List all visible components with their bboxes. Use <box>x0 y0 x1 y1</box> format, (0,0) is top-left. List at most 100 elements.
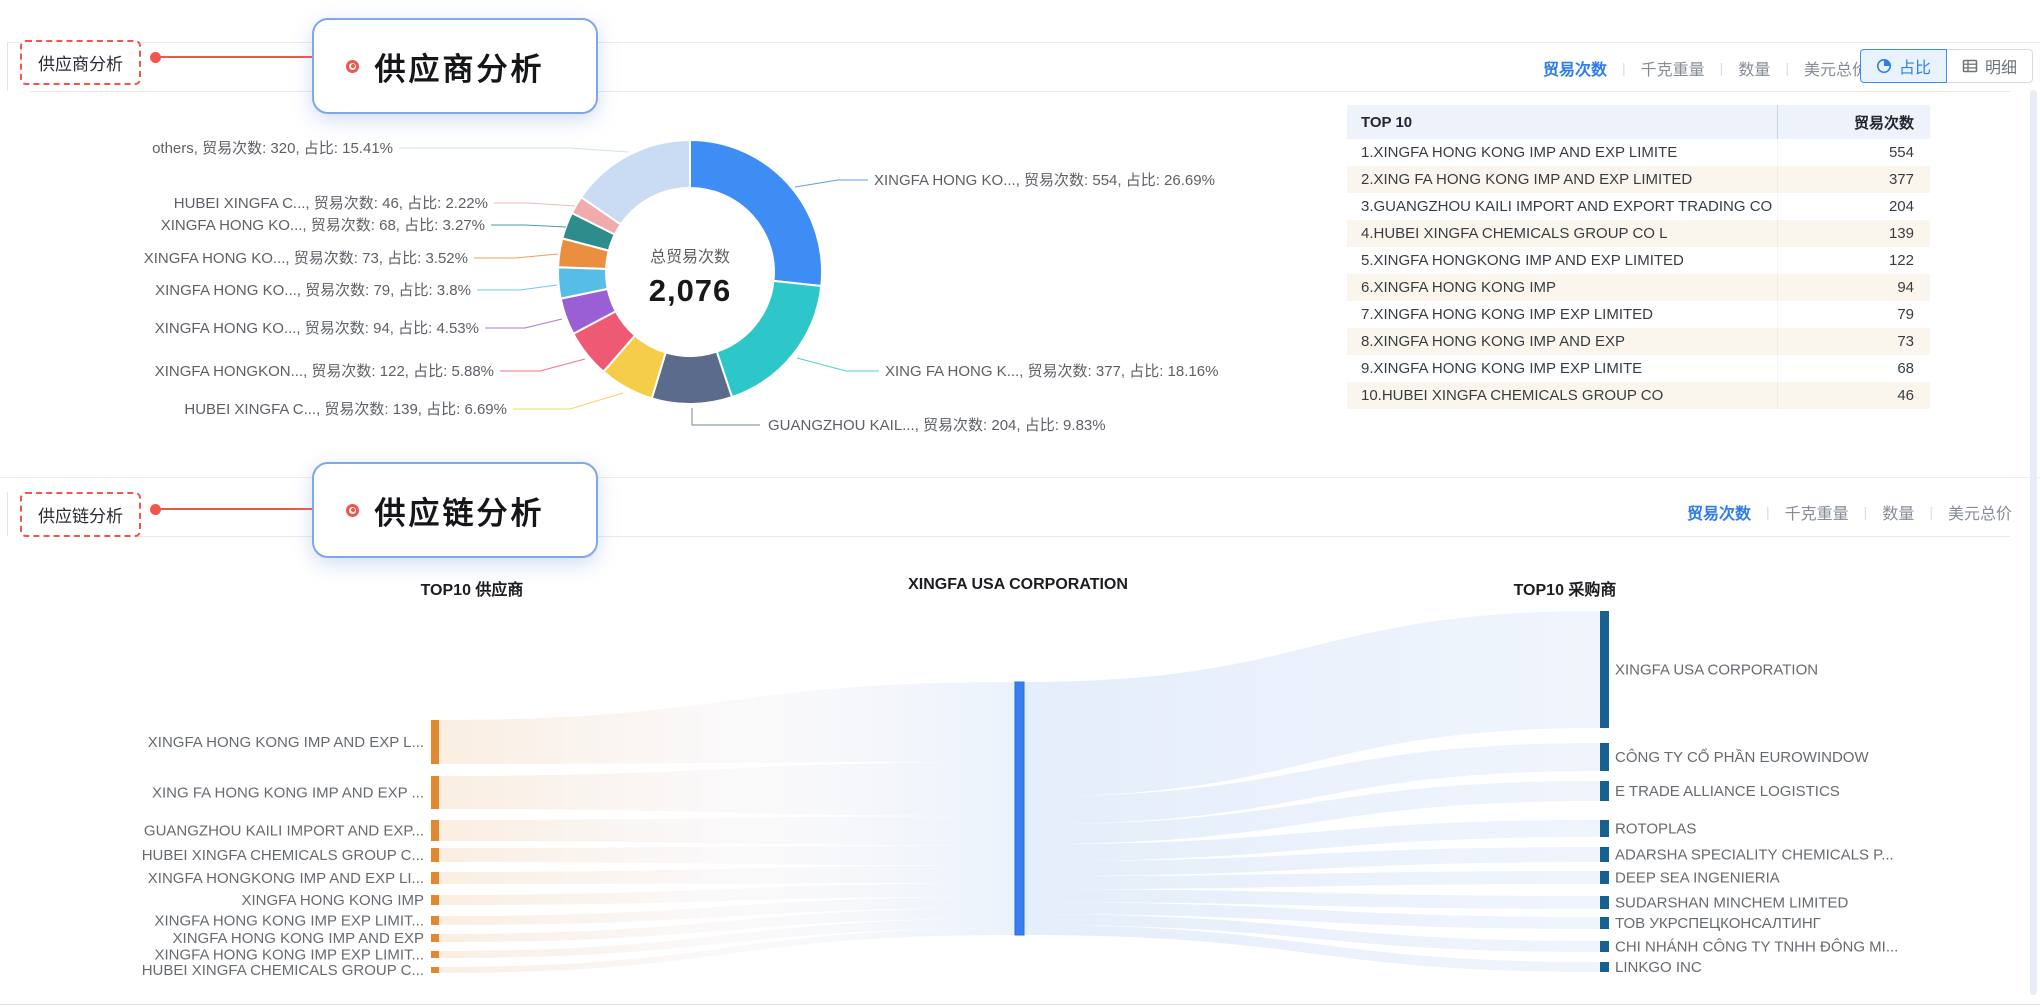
sankey-header-center: XINGFA USA CORPORATION <box>908 576 1128 593</box>
sankey-link[interactable] <box>439 682 1015 764</box>
donut-slice[interactable] <box>561 212 616 252</box>
table-cell-value: 68 <box>1897 360 1914 377</box>
slice-label: XINGFA HONG KO..., 贸易次数: 554, 占比: 26.69% <box>874 172 1215 189</box>
table-row[interactable]: 8.XINGFA HONG KONG IMP AND EXP 73 <box>1347 328 1930 355</box>
sankey-link[interactable] <box>1024 847 1600 877</box>
slice-leader-line <box>399 147 629 153</box>
sankey-link[interactable] <box>1024 889 1600 909</box>
donut-slice[interactable] <box>715 279 823 399</box>
table-cell-company: 1.XINGFA HONG KONG IMP AND EXP LIMITE <box>1347 139 1778 166</box>
sankey-node-buyer[interactable] <box>1600 743 1609 771</box>
tab-separator: | <box>1929 504 1933 520</box>
metric-tab[interactable]: 美元总价 <box>1947 506 2012 523</box>
table-icon <box>1962 58 1978 74</box>
table-row[interactable]: 10.HUBEI XINGFA CHEMICALS GROUP CO 46 <box>1347 382 1930 409</box>
table-row[interactable]: 6.XINGFA HONG KONG IMP 94 <box>1347 274 1930 301</box>
sankey-node-supplier[interactable] <box>431 720 439 764</box>
sankey-node-supplier[interactable] <box>431 895 439 905</box>
sankey-link[interactable] <box>439 928 1015 973</box>
donut-slice[interactable] <box>557 266 609 300</box>
donut-slice[interactable] <box>559 287 617 335</box>
right-scrollbar[interactable] <box>2030 90 2037 995</box>
metric-tab[interactable]: 千克重量 <box>1784 506 1849 523</box>
metric-tab[interactable]: 千克重量 <box>1640 62 1705 79</box>
sankey-node-supplier[interactable] <box>431 934 439 942</box>
sankey-link[interactable] <box>439 883 1015 905</box>
sankey-link[interactable] <box>439 816 1015 846</box>
sankey-link[interactable] <box>439 918 1015 958</box>
donut-slice[interactable] <box>650 350 733 405</box>
supplychain-section-tag: 供应链分析 <box>20 492 141 537</box>
sankey-node-buyer[interactable] <box>1600 871 1609 884</box>
sankey-label-buyer: DEEP SEA INGENIERIA <box>1615 870 1780 887</box>
sankey-node-supplier[interactable] <box>431 820 439 841</box>
sankey-label-buyer: CÔNG TY CỔ PHẦN EUROWINDOW <box>1615 748 1869 766</box>
sankey-node-buyer[interactable] <box>1600 896 1609 909</box>
slice-leader-line <box>485 318 563 329</box>
metric-tab[interactable]: 数量 <box>1738 62 1771 79</box>
sankey-node-supplier[interactable] <box>431 776 439 809</box>
sankey-link[interactable] <box>1024 914 1600 952</box>
sankey-node-center[interactable] <box>1014 681 1025 936</box>
supplychain-header-underline <box>30 536 2010 537</box>
metric-tab[interactable]: 美元总价 <box>1803 62 1868 79</box>
table-cell-value: 554 <box>1888 144 1914 161</box>
sankey-node-buyer[interactable] <box>1600 820 1609 837</box>
sankey-node-supplier[interactable] <box>431 951 439 958</box>
table-cell-company: 2.XING FA HONG KONG IMP AND EXP LIMITED <box>1347 166 1778 193</box>
ratio-view-button[interactable]: 占比 <box>1860 49 1948 83</box>
table-cell-company: 3.GUANGZHOU KAILI IMPORT AND EXPORT TRAD… <box>1347 193 1778 220</box>
donut-slice[interactable] <box>580 139 691 226</box>
sankey-node-buyer[interactable] <box>1600 781 1609 801</box>
sankey-label-supplier: XINGFA HONG KONG IMP <box>241 892 424 909</box>
donut-slice[interactable] <box>557 237 610 270</box>
table-row[interactable]: 7.XINGFA HONG KONG IMP EXP LIMITED 79 <box>1347 301 1930 328</box>
sankey-link[interactable] <box>439 908 1015 942</box>
sankey-node-buyer[interactable] <box>1600 917 1609 929</box>
metric-tab[interactable]: 贸易次数 <box>1543 62 1608 79</box>
pie-icon <box>1876 58 1892 74</box>
slice-label: HUBEI XINGFA C..., 贸易次数: 46, 占比: 2.22% <box>174 195 488 212</box>
metric-tab[interactable]: 数量 <box>1882 506 1915 523</box>
table-row[interactable]: 3.GUANGZHOU KAILI IMPORT AND EXPORT TRAD… <box>1347 193 1930 220</box>
top10-table: TOP 10 贸易次数 1.XINGFA HONG KONG IMP AND E… <box>1347 105 1930 409</box>
sankey-link[interactable] <box>1024 820 1600 862</box>
sankey-link[interactable] <box>1024 871 1600 890</box>
sankey-node-buyer[interactable] <box>1600 847 1609 862</box>
metric-tab[interactable]: 贸易次数 <box>1687 506 1752 523</box>
supplychain-callout: 供应链分析 <box>312 462 598 558</box>
slice-label: HUBEI XINGFA C..., 贸易次数: 139, 占比: 6.69% <box>184 401 507 418</box>
sankey-link[interactable] <box>1024 743 1600 825</box>
sankey-link[interactable] <box>439 896 1015 925</box>
sankey-label-buyer: CHI NHÁNH CÔNG TY TNHH ĐÔNG MI... <box>1615 939 1898 956</box>
table-row[interactable]: 2.XING FA HONG KONG IMP AND EXP LIMITED 3… <box>1347 166 1930 193</box>
sankey-node-supplier[interactable] <box>431 967 439 973</box>
sankey-node-supplier[interactable] <box>431 848 439 862</box>
sankey-link[interactable] <box>439 865 1015 884</box>
sankey-node-supplier[interactable] <box>431 916 439 925</box>
sankey-link[interactable] <box>1024 611 1600 797</box>
sankey-node-buyer[interactable] <box>1600 962 1609 972</box>
table-row[interactable]: 1.XINGFA HONG KONG IMP AND EXP LIMITE 554 <box>1347 139 1930 166</box>
donut-slice[interactable] <box>570 196 622 236</box>
sankey-node-buyer[interactable] <box>1600 611 1609 728</box>
sankey-link[interactable] <box>439 761 1015 817</box>
sankey-header-suppliers: TOP10 供应商 <box>420 582 524 599</box>
sankey-label-buyer: LINKGO INC <box>1615 959 1702 976</box>
sankey-link[interactable] <box>1024 902 1600 929</box>
tab-separator: | <box>1863 504 1868 520</box>
sankey-node-buyer[interactable] <box>1600 941 1609 952</box>
donut-slice[interactable] <box>602 334 667 400</box>
detail-view-button[interactable]: 明细 <box>1946 49 2034 83</box>
donut-slice[interactable] <box>572 310 636 373</box>
table-row[interactable]: 9.XINGFA HONG KONG IMP EXP LIMITE 68 <box>1347 355 1930 382</box>
sankey-link[interactable] <box>1024 781 1600 845</box>
table-cell-company: 4.HUBEI XINGFA CHEMICALS GROUP CO L <box>1347 220 1778 247</box>
sankey-node-supplier[interactable] <box>431 872 439 884</box>
table-row[interactable]: 4.HUBEI XINGFA CHEMICALS GROUP CO L 139 <box>1347 220 1930 247</box>
table-row[interactable]: 5.XINGFA HONGKONG IMP AND EXP LIMITED 122 <box>1347 247 1930 274</box>
sankey-link[interactable] <box>439 845 1015 866</box>
sankey-link[interactable] <box>1024 925 1600 972</box>
table-cell-company: 6.XINGFA HONG KONG IMP <box>1347 274 1778 301</box>
slice-leader-line <box>477 284 558 291</box>
